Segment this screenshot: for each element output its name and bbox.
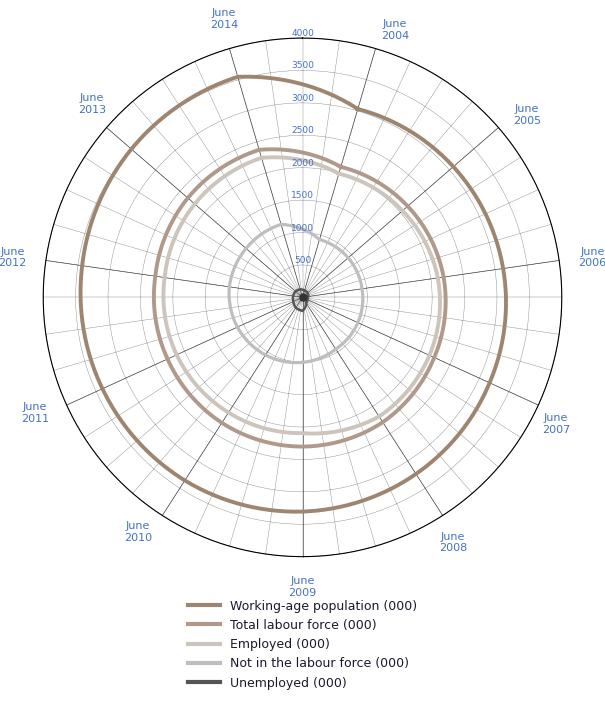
Text: June
2004: June 2004 xyxy=(381,19,409,41)
Text: 500: 500 xyxy=(294,256,311,265)
Text: June
2008: June 2008 xyxy=(439,532,467,554)
Text: June
2010: June 2010 xyxy=(123,521,152,542)
Text: 4000: 4000 xyxy=(291,29,314,38)
Text: June
2011: June 2011 xyxy=(21,402,49,424)
Legend: Working-age population (000), Total labour force (000), Employed (000), Not in t: Working-age population (000), Total labo… xyxy=(183,595,422,695)
Text: 2000: 2000 xyxy=(291,159,314,168)
Text: 3000: 3000 xyxy=(291,94,314,103)
Text: 1000: 1000 xyxy=(291,224,314,232)
Text: June
2013: June 2013 xyxy=(78,93,106,115)
Text: 1500: 1500 xyxy=(291,191,314,200)
Text: 2500: 2500 xyxy=(291,126,314,135)
Text: June
2009: June 2009 xyxy=(289,576,316,598)
Text: June
2005: June 2005 xyxy=(513,104,541,125)
Text: June
2014: June 2014 xyxy=(210,8,238,30)
Text: 3500: 3500 xyxy=(291,62,314,71)
Text: June
2012: June 2012 xyxy=(0,247,27,268)
Text: June
2007: June 2007 xyxy=(542,413,570,435)
Text: June
2006: June 2006 xyxy=(578,247,605,268)
